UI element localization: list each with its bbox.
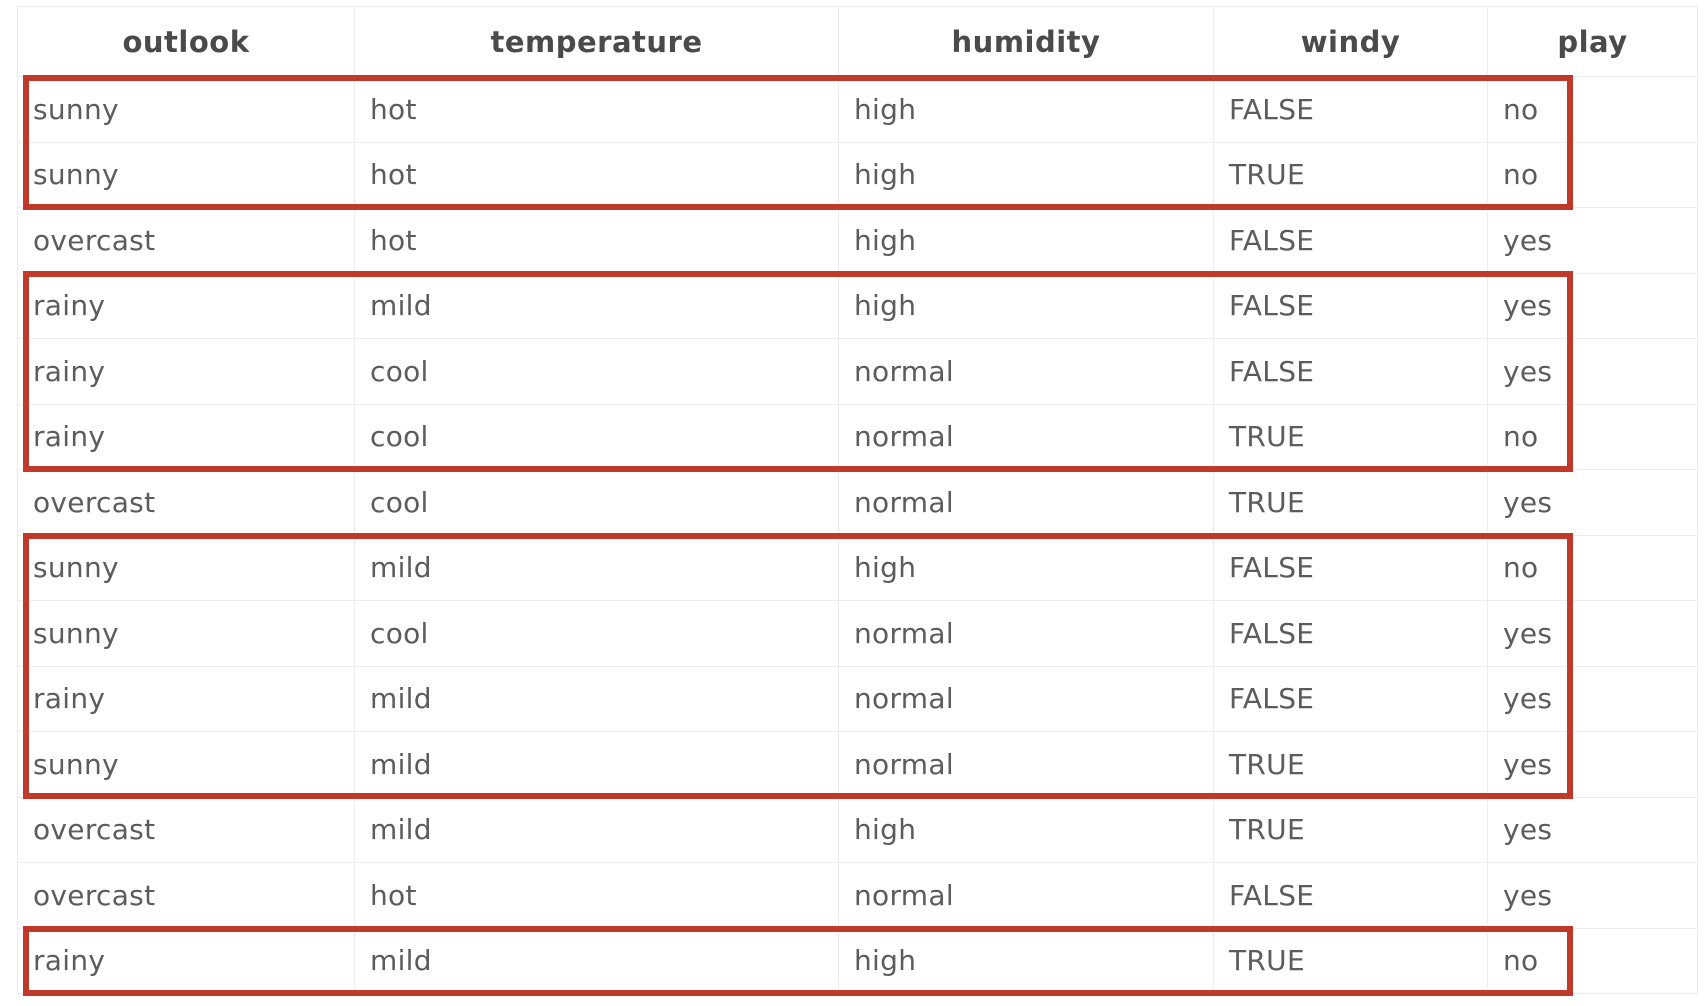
cell-windy: TRUE — [1213, 927, 1488, 994]
column-header-play: play — [1487, 6, 1698, 77]
cell-temperature: hot — [354, 862, 839, 929]
cell-temperature: mild — [354, 796, 839, 863]
cell-windy: FALSE — [1213, 665, 1488, 732]
cell-temperature: hot — [354, 207, 839, 274]
table-row: rainy mild high FALSE yes — [17, 272, 1698, 339]
cell-humidity: normal — [838, 600, 1214, 667]
cell-play: no — [1487, 534, 1698, 601]
cell-temperature: mild — [354, 731, 839, 798]
weather-play-table: outlook temperature humidity windy play … — [17, 6, 1698, 994]
cell-outlook: rainy — [17, 272, 355, 339]
cell-outlook: overcast — [17, 469, 355, 536]
cell-windy: FALSE — [1213, 207, 1488, 274]
table-row: sunny mild high FALSE no — [17, 534, 1698, 601]
column-header-temperature: temperature — [354, 6, 839, 77]
cell-outlook: rainy — [17, 665, 355, 732]
cell-outlook: sunny — [17, 76, 355, 143]
cell-windy: FALSE — [1213, 600, 1488, 667]
cell-temperature: cool — [354, 469, 839, 536]
cell-play: yes — [1487, 600, 1698, 667]
cell-windy: FALSE — [1213, 534, 1488, 601]
cell-humidity: high — [838, 927, 1214, 994]
cell-windy: TRUE — [1213, 141, 1488, 208]
cell-windy: FALSE — [1213, 272, 1488, 339]
cell-outlook: sunny — [17, 141, 355, 208]
table-row: overcast mild high TRUE yes — [17, 796, 1698, 863]
cell-play: yes — [1487, 796, 1698, 863]
cell-play: yes — [1487, 338, 1698, 405]
cell-outlook: sunny — [17, 534, 355, 601]
cell-play: yes — [1487, 862, 1698, 929]
table-row: sunny mild normal TRUE yes — [17, 731, 1698, 798]
cell-humidity: normal — [838, 338, 1214, 405]
cell-play: yes — [1487, 731, 1698, 798]
cell-play: yes — [1487, 469, 1698, 536]
table-row: rainy cool normal FALSE yes — [17, 338, 1698, 405]
cell-play: yes — [1487, 272, 1698, 339]
cell-play: yes — [1487, 665, 1698, 732]
cell-temperature: mild — [354, 534, 839, 601]
cell-temperature: mild — [354, 272, 839, 339]
cell-play: no — [1487, 927, 1698, 994]
cell-temperature: cool — [354, 600, 839, 667]
cell-humidity: high — [838, 76, 1214, 143]
cell-humidity: high — [838, 141, 1214, 208]
cell-humidity: normal — [838, 403, 1214, 470]
cell-outlook: overcast — [17, 796, 355, 863]
column-header-humidity: humidity — [838, 6, 1214, 77]
cell-outlook: rainy — [17, 403, 355, 470]
cell-outlook: rainy — [17, 338, 355, 405]
table-row: rainy mild normal FALSE yes — [17, 665, 1698, 732]
cell-play: no — [1487, 141, 1698, 208]
cell-outlook: sunny — [17, 600, 355, 667]
cell-windy: FALSE — [1213, 76, 1488, 143]
cell-humidity: normal — [838, 731, 1214, 798]
table-row: overcast hot normal FALSE yes — [17, 862, 1698, 929]
cell-play: yes — [1487, 207, 1698, 274]
cell-windy: TRUE — [1213, 796, 1488, 863]
cell-humidity: high — [838, 207, 1214, 274]
table-row: overcast cool normal TRUE yes — [17, 469, 1698, 536]
cell-temperature: hot — [354, 141, 839, 208]
cell-play: no — [1487, 403, 1698, 470]
cell-humidity: normal — [838, 862, 1214, 929]
cell-windy: TRUE — [1213, 403, 1488, 470]
cell-temperature: mild — [354, 927, 839, 994]
table-row: rainy cool normal TRUE no — [17, 403, 1698, 470]
cell-humidity: normal — [838, 469, 1214, 536]
table-header-row: outlook temperature humidity windy play — [17, 6, 1698, 77]
cell-humidity: high — [838, 796, 1214, 863]
cell-temperature: cool — [354, 403, 839, 470]
cell-windy: FALSE — [1213, 338, 1488, 405]
table-row: sunny hot high FALSE no — [17, 76, 1698, 143]
data-table-container: outlook temperature humidity windy play … — [17, 6, 1698, 996]
table-row: overcast hot high FALSE yes — [17, 207, 1698, 274]
cell-outlook: sunny — [17, 731, 355, 798]
cell-windy: TRUE — [1213, 469, 1488, 536]
table-row: sunny hot high TRUE no — [17, 141, 1698, 208]
cell-temperature: cool — [354, 338, 839, 405]
cell-play: no — [1487, 76, 1698, 143]
cell-temperature: hot — [354, 76, 839, 143]
cell-outlook: overcast — [17, 207, 355, 274]
cell-outlook: rainy — [17, 927, 355, 994]
table-row: rainy mild high TRUE no — [17, 927, 1698, 994]
column-header-windy: windy — [1213, 6, 1488, 77]
column-header-outlook: outlook — [17, 6, 355, 77]
cell-windy: FALSE — [1213, 862, 1488, 929]
cell-humidity: normal — [838, 665, 1214, 732]
cell-humidity: high — [838, 534, 1214, 601]
cell-windy: TRUE — [1213, 731, 1488, 798]
cell-temperature: mild — [354, 665, 839, 732]
table-row: sunny cool normal FALSE yes — [17, 600, 1698, 667]
cell-humidity: high — [838, 272, 1214, 339]
cell-outlook: overcast — [17, 862, 355, 929]
